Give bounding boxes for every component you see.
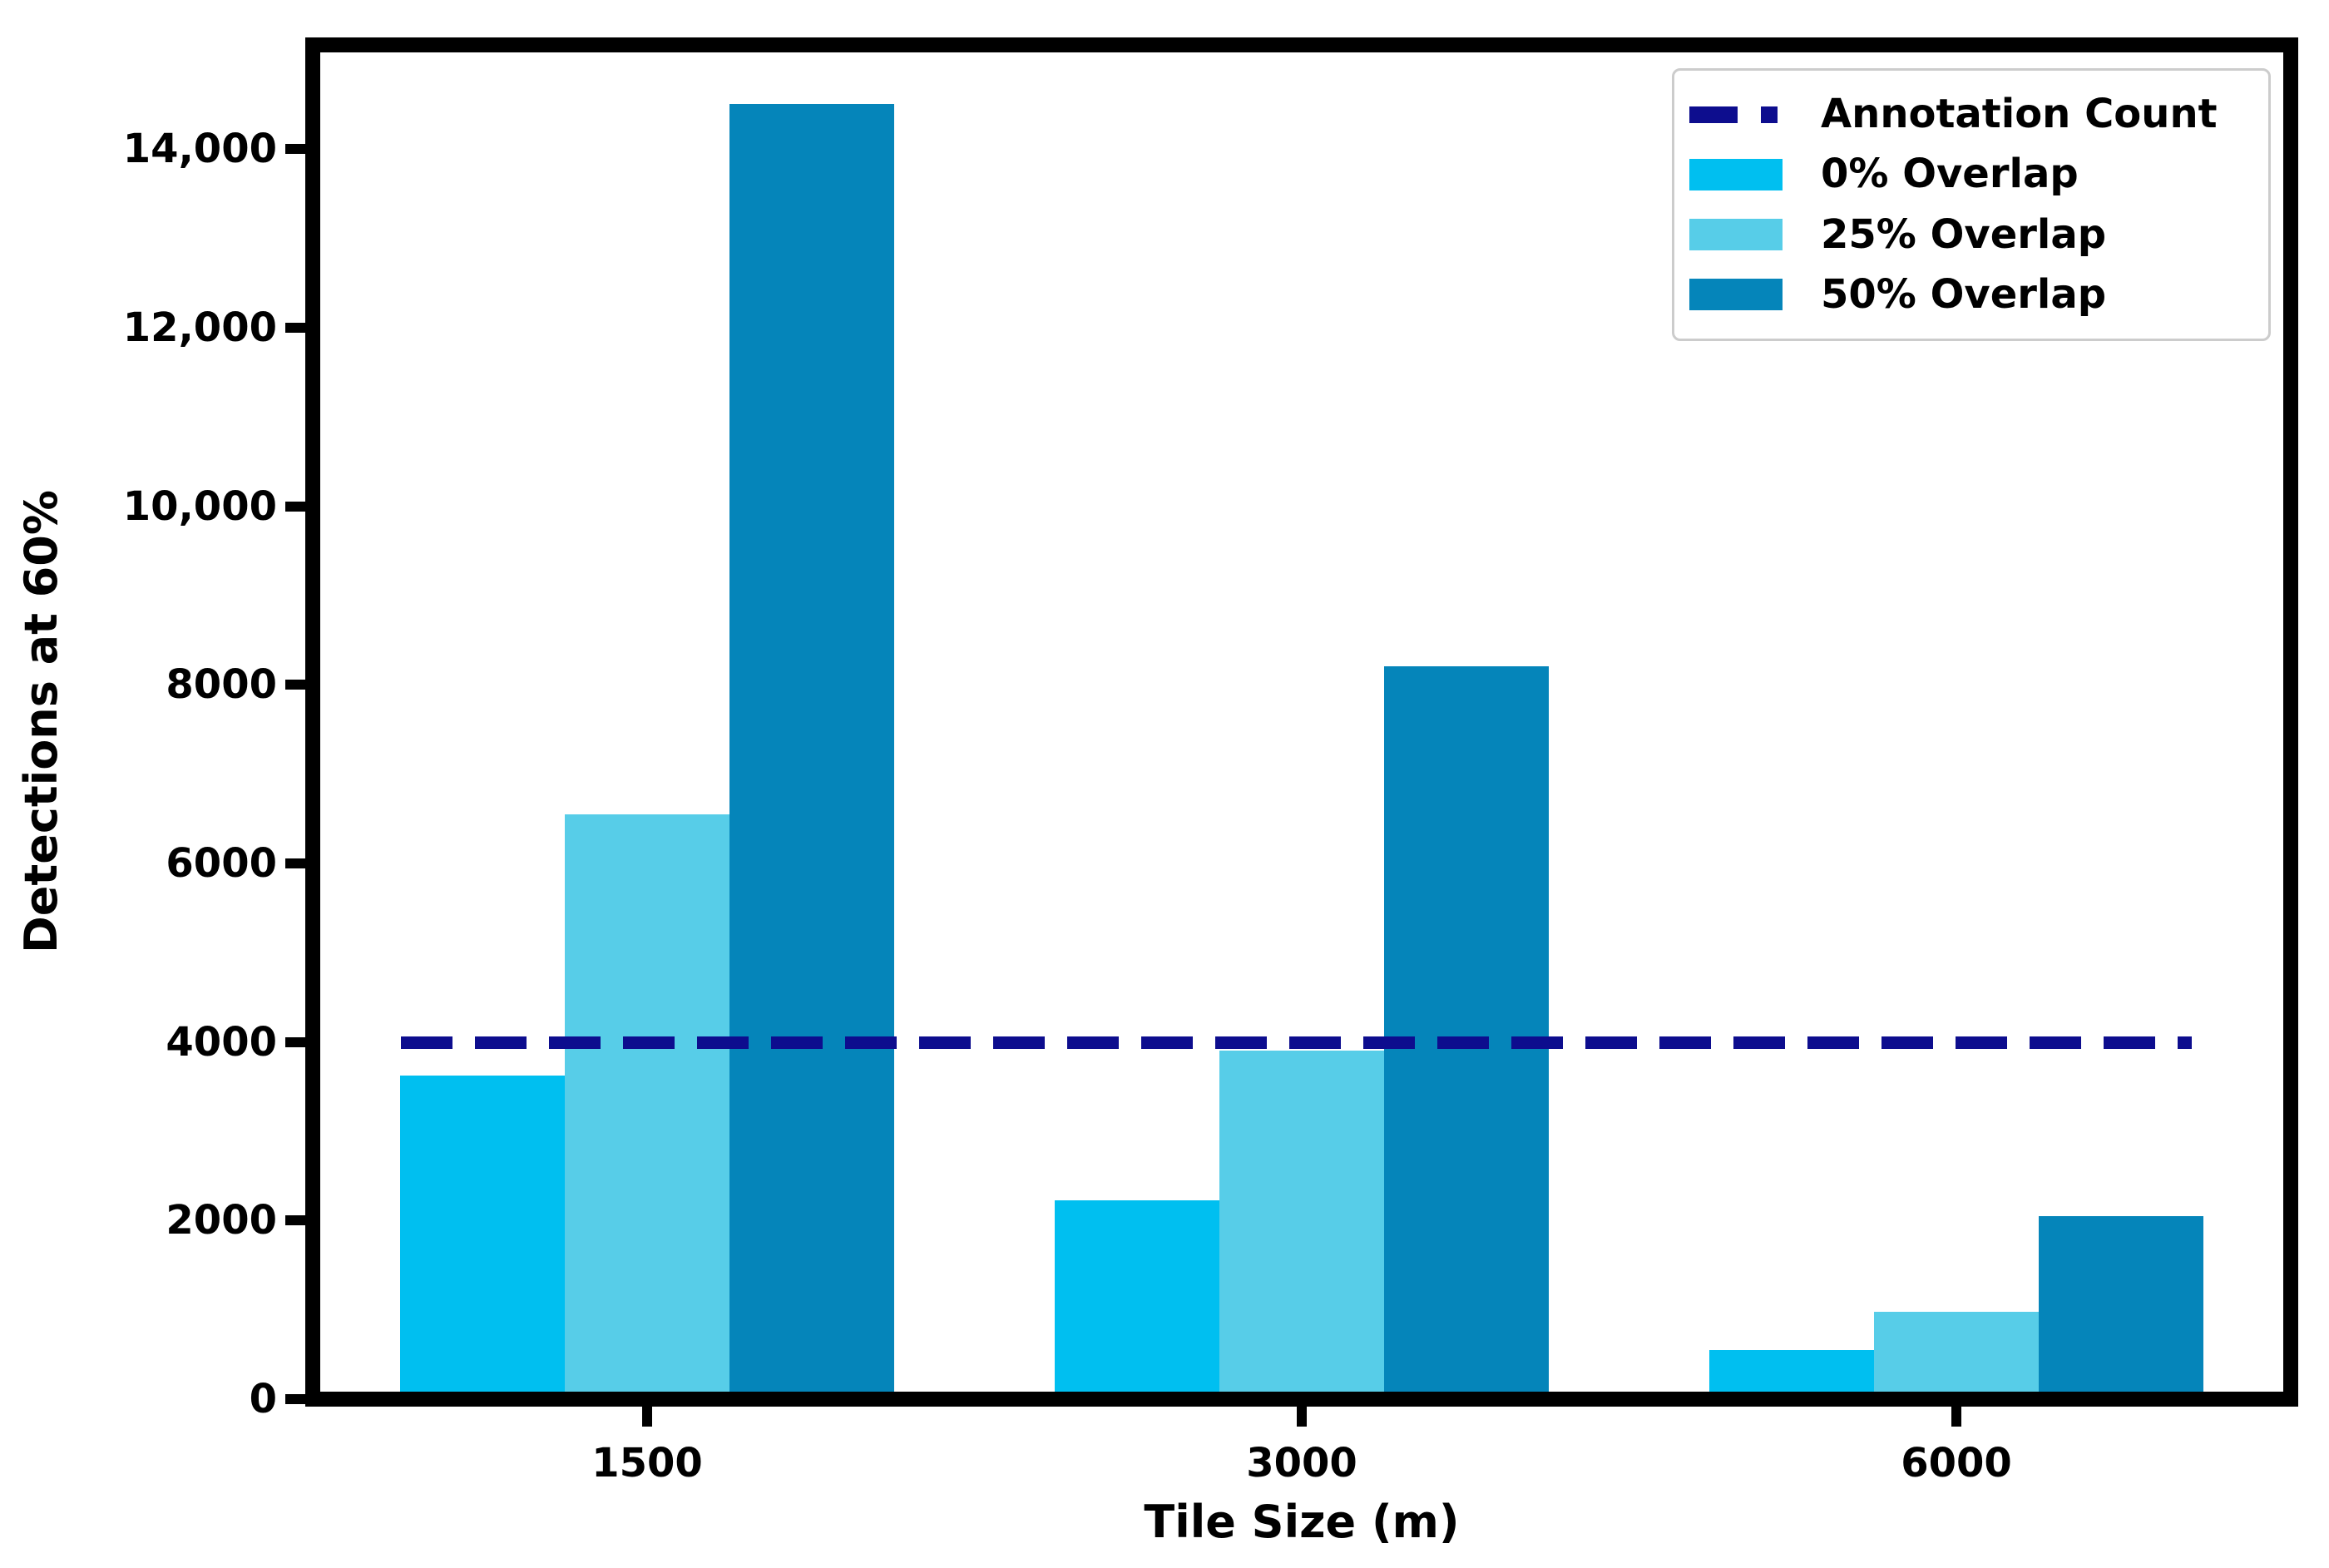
legend-row-50-overlap: 50% Overlap — [1689, 270, 2260, 318]
dash-segment-short — [1761, 106, 1778, 123]
y-tick-mark — [285, 1037, 305, 1047]
x-tick-label: 3000 — [1246, 1440, 1357, 1486]
y-tick-mark — [285, 1394, 305, 1404]
bar-0-overlap-1500 — [400, 1076, 565, 1392]
bar-0-overlap-3000 — [1055, 1200, 1219, 1392]
y-axis-label-wrap: Detections at 60% — [12, 52, 70, 1392]
y-tick-label: 2000 — [166, 1197, 277, 1244]
swatch-rect — [1689, 158, 1783, 190]
y-tick-mark — [285, 323, 305, 333]
legend-row-0-overlap: 0% Overlap — [1689, 151, 2260, 197]
y-tick-label: 0 — [249, 1376, 277, 1422]
bar-25-overlap-3000 — [1219, 1051, 1384, 1392]
x-tick-mark — [1951, 1407, 1961, 1427]
y-tick-mark — [285, 1215, 305, 1225]
x-axis-label: Tile Size (m) — [1144, 1496, 1460, 1548]
legend-label: 0% Overlap — [1821, 151, 2079, 198]
y-tick-mark — [285, 680, 305, 690]
legend-color-swatch — [1689, 279, 1783, 311]
bar-25-overlap-6000 — [1874, 1312, 2039, 1392]
y-tick-label: 8000 — [166, 661, 277, 708]
y-tick-mark — [285, 144, 305, 154]
bar-50-overlap-1500 — [729, 104, 894, 1392]
y-tick-label: 14,000 — [122, 126, 277, 172]
annotation-count-line — [401, 1036, 2192, 1049]
legend-row-annotation-count: Annotation Count — [1689, 91, 2260, 138]
dash-segment-long — [1689, 106, 1738, 123]
swatch-rect — [1689, 279, 1783, 311]
y-tick-label: 4000 — [166, 1019, 277, 1066]
legend-label: 25% Overlap — [1821, 210, 2107, 258]
y-tick-mark — [285, 858, 305, 868]
x-tick-mark — [1297, 1407, 1307, 1427]
bar-25-overlap-1500 — [565, 814, 729, 1392]
y-tick-label: 6000 — [166, 840, 277, 887]
legend-color-swatch — [1689, 158, 1783, 190]
swatch-rect — [1689, 219, 1783, 251]
x-tick-label: 1500 — [591, 1440, 703, 1486]
bar-50-overlap-3000 — [1384, 666, 1549, 1392]
x-tick-label: 6000 — [1901, 1440, 2012, 1486]
dash-segments — [1689, 106, 1783, 123]
bar-50-overlap-6000 — [2039, 1216, 2203, 1392]
legend-dashed-line-handle — [1689, 106, 1783, 123]
legend-label: Annotation Count — [1821, 91, 2218, 138]
dash-gap — [1738, 106, 1761, 123]
legend-label: 50% Overlap — [1821, 270, 2107, 318]
y-tick-label: 10,000 — [122, 483, 277, 530]
legend-box: Annotation Count 0% Overlap 25% Overlap 50%… — [1672, 68, 2271, 341]
legend-color-swatch — [1689, 219, 1783, 251]
y-tick-mark — [285, 502, 305, 512]
y-tick-label: 12,000 — [122, 304, 277, 351]
bar-0-overlap-6000 — [1709, 1350, 1874, 1392]
plot-area: Annotation Count 0% Overlap 25% Overlap 50%… — [320, 52, 2283, 1392]
x-tick-mark — [642, 1407, 652, 1427]
legend-row-25-overlap: 25% Overlap — [1689, 210, 2260, 258]
